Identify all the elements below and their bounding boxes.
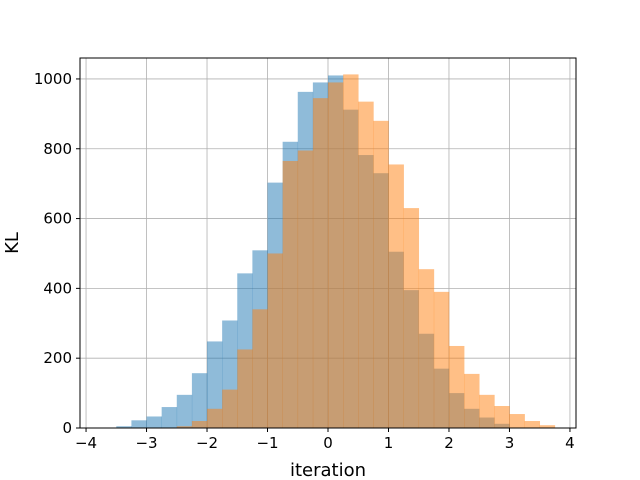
histogram-bar-series-1	[207, 341, 223, 428]
histogram-bar-series-2	[282, 160, 299, 429]
histogram-bar-series-1	[161, 407, 178, 428]
histogram-bar-series-2	[252, 309, 268, 428]
histogram-bar-series-2	[343, 74, 359, 428]
histogram-bar-series-2	[433, 291, 450, 428]
histogram-bar-series-2	[479, 394, 495, 428]
histogram-bar-series-1	[146, 416, 162, 428]
histogram-bar-series-1	[176, 394, 193, 428]
axis-ticks: −4 −3 −2 −1 0 1 2 3 4 0 200 400 600 800 1000	[34, 70, 575, 452]
histogram-bar-series-2	[328, 82, 344, 428]
histogram-bar-series-2	[524, 421, 541, 428]
histogram-bar-series-2	[509, 414, 525, 428]
histogram-bar-series-2	[464, 373, 480, 428]
histogram-bar-series-2	[403, 208, 420, 428]
x-tick-label: 4	[565, 434, 575, 452]
histogram-bar-series-2	[191, 421, 208, 428]
x-tick-label: 0	[323, 434, 333, 452]
histogram-bar-series-2	[297, 150, 314, 428]
histogram-bar-series-1	[191, 373, 208, 428]
x-tick-label: 2	[444, 434, 454, 452]
histogram-bar-series-2	[388, 164, 404, 428]
y-axis-label: KL	[2, 232, 23, 254]
histogram-bar-series-2	[222, 389, 238, 428]
histogram-bar-series-2	[312, 98, 329, 428]
histogram-bars	[116, 74, 556, 429]
y-tick-label: 400	[43, 279, 72, 297]
y-tick-label: 200	[43, 349, 72, 367]
histogram-bar-series-1	[131, 420, 147, 428]
x-tick-label: −2	[196, 434, 218, 452]
y-tick-label: 600	[43, 210, 72, 228]
histogram-bar-series-2	[358, 101, 374, 428]
histogram-bar-series-2	[494, 406, 510, 428]
y-tick-label: 800	[43, 140, 72, 158]
y-tick-label: 0	[62, 419, 72, 437]
histogram-bar-series-2	[373, 120, 389, 428]
x-axis-label: iteration	[290, 460, 366, 480]
histogram-bar-series-2	[267, 253, 283, 428]
histogram-bar-series-1	[116, 426, 132, 428]
y-tick-label: 1000	[34, 70, 72, 88]
histogram-bar-series-2	[207, 408, 223, 428]
histogram-bar-series-2	[418, 269, 435, 428]
histogram-bar-series-2	[539, 425, 556, 428]
x-tick-label: −4	[75, 434, 97, 452]
x-tick-label: 3	[505, 434, 515, 452]
x-tick-label: 1	[384, 434, 394, 452]
x-tick-label: −3	[135, 434, 157, 452]
histogram-bar-series-2	[176, 426, 193, 428]
histogram-bar-series-2	[448, 345, 465, 428]
histogram-bar-series-2	[237, 349, 253, 428]
x-tick-label: −1	[256, 434, 278, 452]
